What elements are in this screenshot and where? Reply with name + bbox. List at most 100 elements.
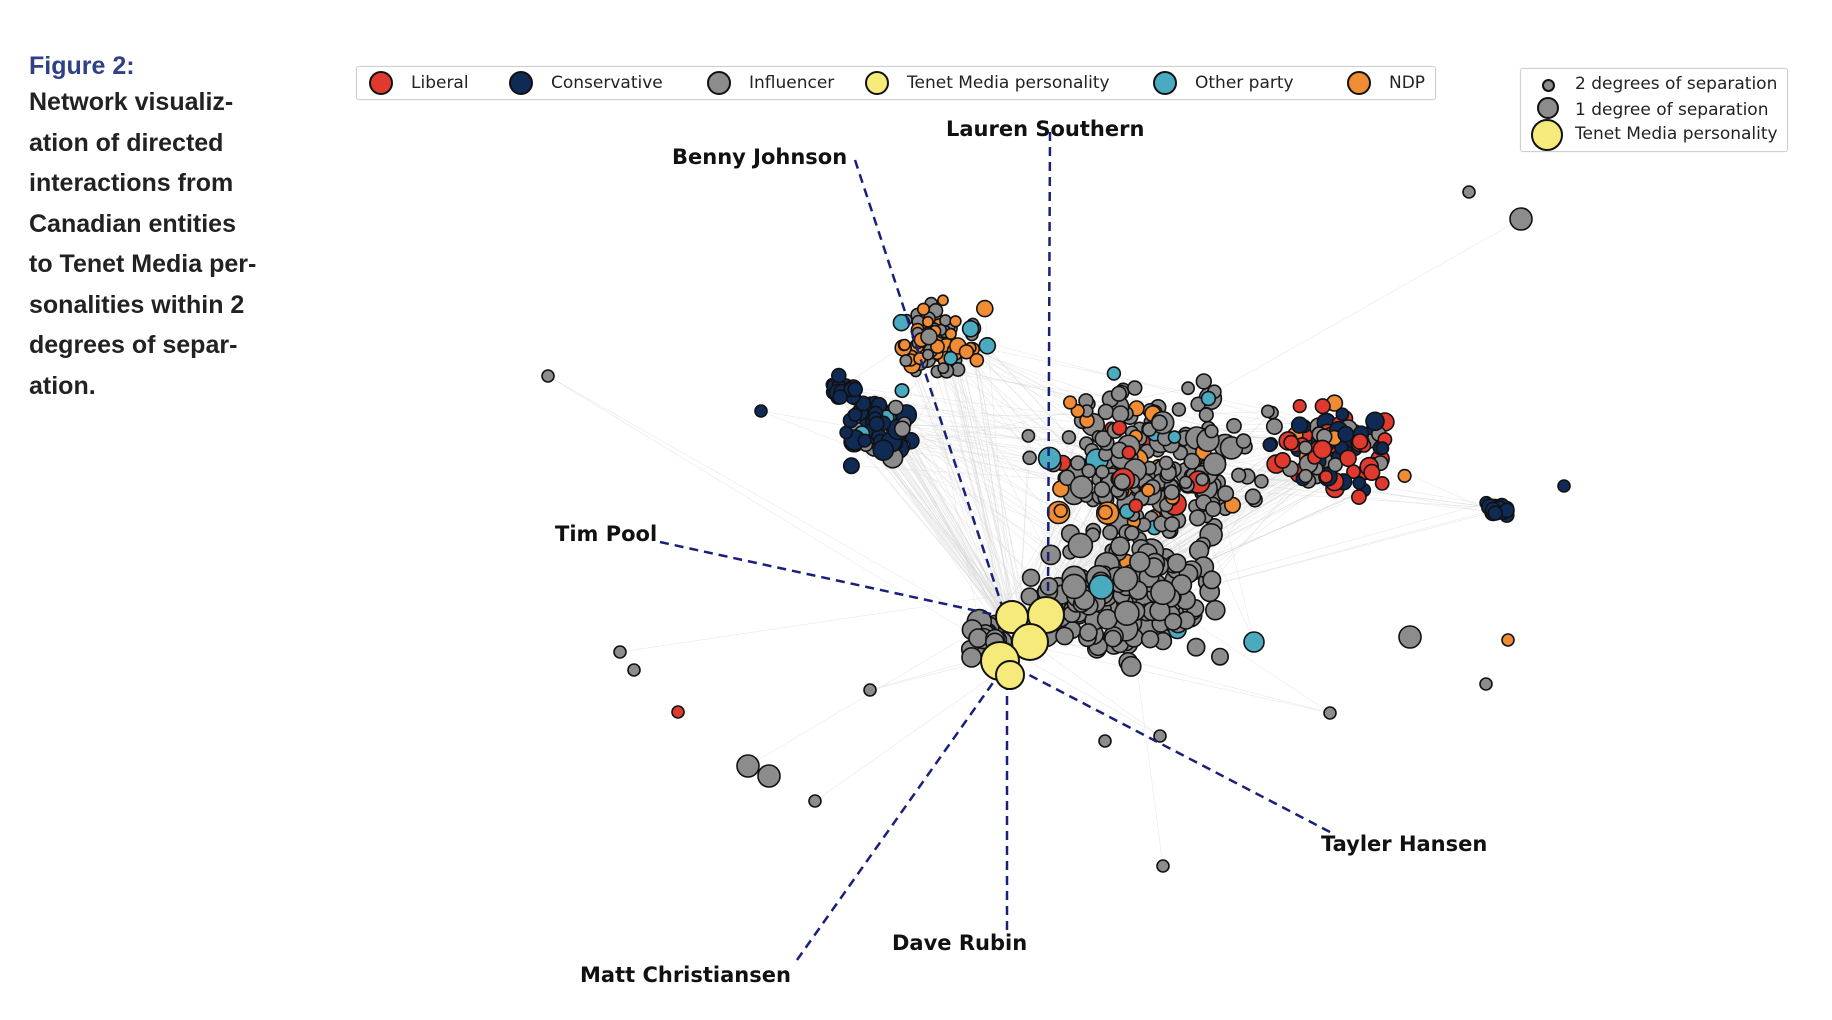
network-node	[1098, 734, 1112, 748]
network-node	[1128, 498, 1144, 514]
network-node	[1164, 612, 1183, 631]
legend-item-liberal: Liberal	[369, 67, 469, 99]
network-node	[1314, 398, 1331, 415]
network-node	[1021, 428, 1036, 443]
network-node	[1104, 629, 1122, 648]
network-node	[1195, 373, 1213, 390]
ndp-swatch	[1347, 71, 1371, 95]
network-node	[1283, 434, 1299, 451]
network-node	[1067, 532, 1094, 559]
network-node	[1097, 504, 1113, 520]
network-edge	[910, 359, 1034, 635]
network-node	[1167, 553, 1187, 574]
legend-label: NDP	[1389, 73, 1426, 93]
network-edge	[896, 427, 1128, 588]
network-node	[1112, 566, 1139, 592]
network-node	[1111, 405, 1130, 423]
network-edge	[924, 339, 1024, 639]
size-legend-label: 1 degree of separation	[1575, 100, 1769, 120]
network-node	[1509, 207, 1533, 231]
network-node	[1121, 445, 1137, 460]
network-edge	[944, 331, 1012, 640]
network-node	[1298, 468, 1313, 484]
network-node	[1096, 608, 1118, 630]
network-node	[898, 338, 911, 352]
network-node	[920, 327, 938, 346]
network-node	[736, 754, 760, 778]
network-node	[1141, 483, 1156, 498]
other-party-swatch	[1153, 71, 1177, 95]
callout-line-benny-johnson	[853, 159, 1007, 616]
legend-label: Liberal	[411, 73, 469, 93]
network-edge	[948, 324, 1030, 635]
network-node	[1040, 544, 1062, 566]
network-node	[1265, 417, 1283, 435]
network-node	[1397, 468, 1412, 484]
network-edge	[1028, 633, 1331, 714]
legend-label: Influencer	[749, 73, 835, 93]
figure-caption: Figure 2: Network visualiz- ation of dir…	[29, 50, 299, 406]
network-node	[1053, 503, 1068, 518]
network-node	[1487, 505, 1503, 521]
size-legend-label: Tenet Media personality	[1575, 124, 1778, 144]
network-node	[894, 383, 910, 399]
network-node	[1365, 411, 1385, 432]
network-node	[975, 299, 994, 318]
network-node	[1069, 475, 1094, 499]
legend-item-ndp: NDP	[1347, 67, 1425, 99]
network-edge	[940, 329, 1014, 643]
network-node	[1129, 551, 1151, 573]
network-node	[1106, 366, 1122, 381]
size-legend-item: 2 degrees of separation	[1575, 74, 1777, 94]
callout-line-lauren-southern	[1046, 131, 1052, 601]
network-edge	[922, 334, 982, 637]
network-node	[949, 315, 962, 328]
label-tayler-hansen: Tayler Hansen	[1321, 832, 1487, 856]
network-edge	[886, 440, 1013, 630]
network-node	[943, 350, 959, 366]
network-node	[541, 369, 555, 383]
network-edge	[1008, 649, 1161, 737]
network-node	[1211, 647, 1230, 666]
network-node	[808, 794, 822, 808]
legend-label: Conservative	[551, 73, 663, 93]
network-node	[1150, 579, 1176, 606]
network-node	[916, 302, 931, 316]
network-node	[1200, 390, 1217, 407]
network-node	[1183, 452, 1201, 470]
network-node	[1070, 455, 1086, 471]
network-node	[1375, 441, 1390, 456]
size-legend-label: 2 degrees of separation	[1575, 74, 1778, 94]
network-node	[1243, 631, 1265, 653]
network-node	[1323, 706, 1337, 720]
network-node	[1398, 625, 1422, 649]
network-node	[839, 425, 854, 440]
label-benny-johnson: Benny Johnson	[672, 145, 847, 169]
network-node	[1235, 433, 1252, 449]
network-edge	[911, 365, 1012, 650]
network-node	[961, 319, 980, 338]
network-edge	[957, 345, 1111, 400]
node-layer	[541, 185, 1571, 873]
network-node	[1292, 399, 1307, 414]
network-node	[1204, 500, 1222, 518]
label-lauren-southern: Lauren Southern	[946, 117, 1144, 141]
network-node	[968, 628, 989, 649]
network-edge	[845, 432, 1023, 640]
network-node	[1298, 440, 1313, 455]
network-node	[832, 389, 848, 405]
network-node	[893, 420, 911, 438]
legend-item-conservative: Conservative	[509, 67, 663, 99]
network-node	[1202, 452, 1227, 477]
network-node	[1163, 516, 1181, 533]
network-node	[1081, 463, 1097, 479]
legend-item-influencer: Influencer	[707, 67, 834, 99]
network-node	[961, 647, 983, 668]
network-node	[1022, 450, 1037, 466]
network-edge	[547, 375, 979, 639]
network-node	[922, 315, 934, 328]
network-node	[1079, 623, 1098, 642]
conservative-swatch	[509, 71, 533, 95]
network-node	[613, 645, 627, 659]
network-edge	[901, 322, 1013, 645]
